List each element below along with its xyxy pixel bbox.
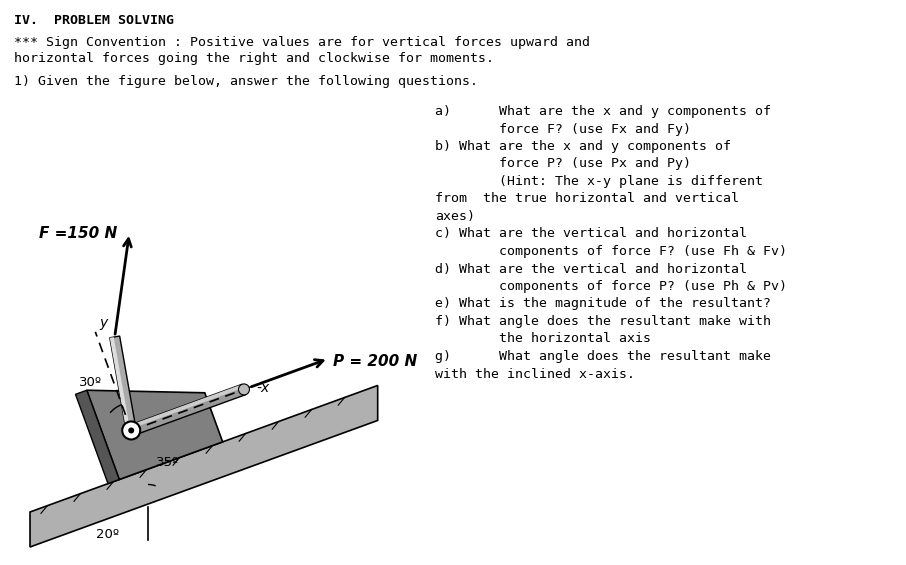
Text: P = 200 N: P = 200 N [333,354,417,369]
Text: d) What are the vertical and horizontal: d) What are the vertical and horizontal [435,263,747,276]
Text: horizontal forces going the right and clockwise for moments.: horizontal forces going the right and cl… [14,52,494,65]
Text: (Hint: The x-y plane is different: (Hint: The x-y plane is different [435,175,763,188]
Text: 20º: 20º [96,528,119,541]
Text: *** Sign Convention : Positive values are for vertical forces upward and: *** Sign Convention : Positive values ar… [14,36,590,49]
Polygon shape [30,385,378,547]
Text: F =150 N: F =150 N [39,226,118,241]
Text: y: y [100,316,108,330]
Text: g)      What angle does the resultant make: g) What angle does the resultant make [435,350,771,363]
Text: b) What are the x and y components of: b) What are the x and y components of [435,140,731,153]
Text: f) What angle does the resultant make with: f) What angle does the resultant make wi… [435,315,771,328]
Text: IV.  PROBLEM SOLVING: IV. PROBLEM SOLVING [14,14,174,27]
Circle shape [238,384,249,395]
Text: 1) Given the figure below, answer the following questions.: 1) Given the figure below, answer the fo… [14,75,478,88]
Text: c) What are the vertical and horizontal: c) What are the vertical and horizontal [435,228,747,241]
Polygon shape [130,384,244,429]
Text: a)      What are the x and y components of: a) What are the x and y components of [435,105,771,118]
Text: e) What is the magnitude of the resultant?: e) What is the magnitude of the resultan… [435,298,771,311]
Text: components of force F? (use Fh & Fv): components of force F? (use Fh & Fv) [435,245,787,258]
Text: components of force P? (use Ph & Pv): components of force P? (use Ph & Pv) [435,280,787,293]
Text: force F? (use Fx and Fy): force F? (use Fx and Fy) [435,123,691,136]
Polygon shape [110,337,130,431]
Polygon shape [75,390,120,484]
Polygon shape [110,336,136,431]
Text: -x: -x [256,381,270,395]
Text: 35º: 35º [156,456,179,469]
Circle shape [129,428,134,433]
Polygon shape [87,390,223,480]
Text: with the inclined x-axis.: with the inclined x-axis. [435,367,635,380]
Text: the horizontal axis: the horizontal axis [435,332,651,346]
Text: 30º: 30º [79,376,102,389]
Polygon shape [130,384,246,436]
Circle shape [122,421,140,440]
Text: axes): axes) [435,210,475,223]
Text: force P? (use Px and Py): force P? (use Px and Py) [435,158,691,171]
Text: from  the true horizontal and vertical: from the true horizontal and vertical [435,193,739,206]
